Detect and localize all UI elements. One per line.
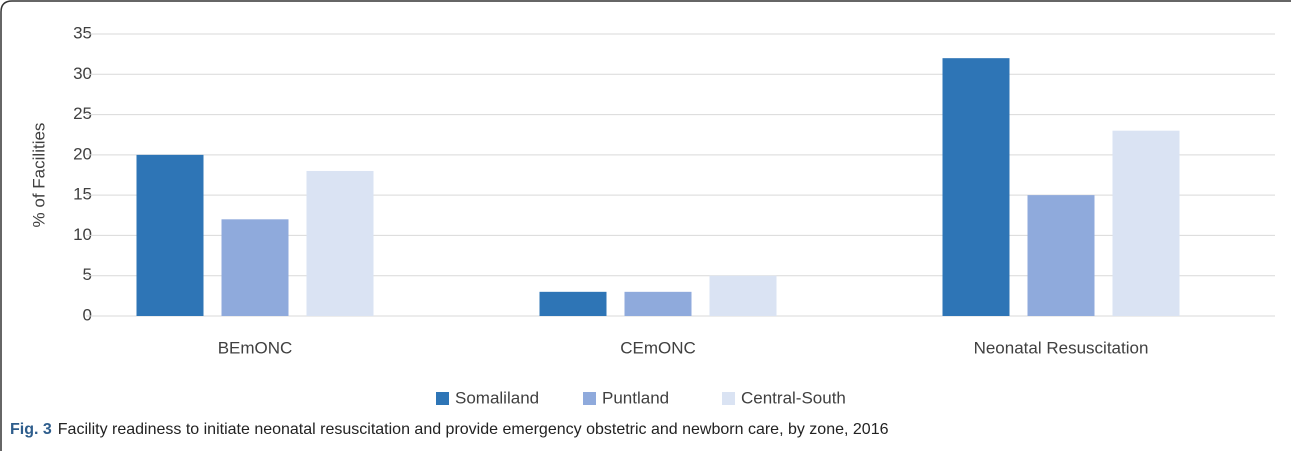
y-tick-label: 5	[83, 265, 92, 284]
legend-label: Central-South	[741, 388, 846, 407]
legend-swatch	[722, 392, 735, 405]
bar	[624, 291, 692, 316]
bar	[306, 170, 374, 316]
y-tick-label: 20	[73, 144, 92, 163]
bar	[1027, 195, 1095, 316]
legend-label: Puntland	[602, 388, 669, 407]
x-tick-label: BEmONC	[218, 338, 293, 357]
legend-swatch	[583, 392, 596, 405]
x-tick-label: CEmONC	[620, 338, 696, 357]
caption-text: Facility readiness to initiate neonatal …	[58, 421, 889, 438]
y-tick-label: 0	[83, 305, 92, 324]
y-tick-label: 35	[73, 23, 92, 42]
caption-label: Fig. 3	[10, 421, 52, 438]
x-tick-label: Neonatal Resuscitation	[974, 338, 1149, 357]
bar	[539, 291, 607, 316]
bar	[136, 154, 204, 316]
y-tick-label: 15	[73, 185, 92, 204]
y-tick-label: 10	[73, 225, 92, 244]
caption: Fig. 3 Facility readiness to initiate neo…	[10, 421, 889, 438]
legend-swatch	[436, 392, 449, 405]
bar	[709, 275, 777, 316]
bar	[942, 58, 1010, 317]
y-axis-label: % of Facilities	[29, 123, 48, 228]
bar	[1112, 130, 1180, 316]
bar	[221, 219, 289, 316]
y-tick-label: 30	[73, 64, 92, 83]
y-tick-label: 25	[73, 104, 92, 123]
legend-label: Somaliland	[455, 388, 539, 407]
